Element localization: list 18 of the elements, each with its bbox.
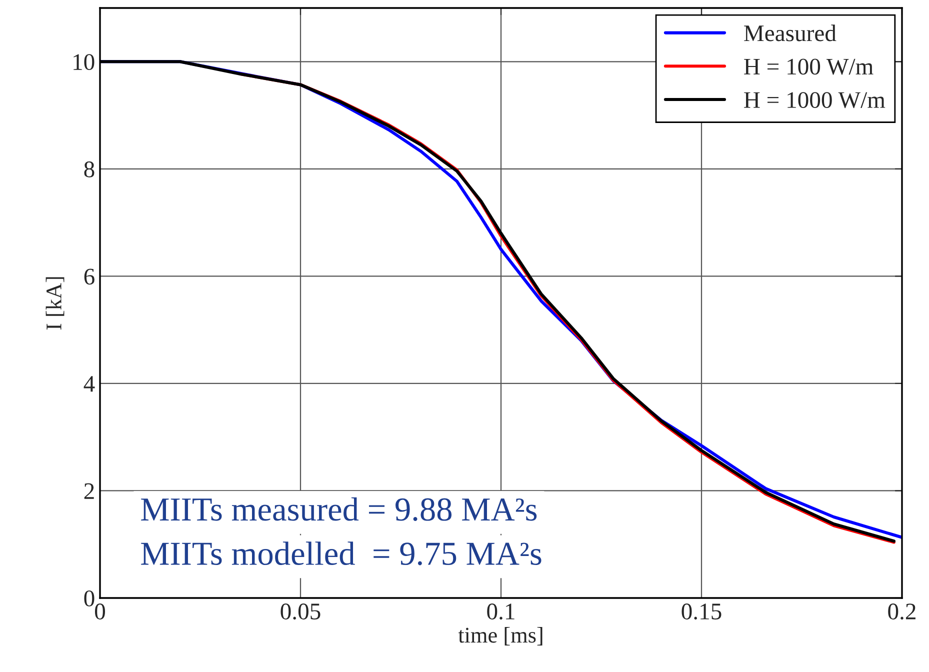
y-axis-title: I [kA] xyxy=(46,277,64,330)
legend-label: H = 100 W/m xyxy=(744,58,874,75)
x-tick-label: 0.1 xyxy=(487,604,514,620)
y-tick-label: 6 xyxy=(84,268,94,285)
legend-label: H = 1000 W/m xyxy=(744,92,886,108)
y-tick-label: 2 xyxy=(84,483,94,499)
y-tick-label: 0 xyxy=(84,590,94,606)
y-tick-label: 8 xyxy=(84,161,94,178)
x-tick-label: 0.05 xyxy=(280,604,320,620)
x-tick-label: 0.15 xyxy=(682,604,722,620)
legend-label: Measured xyxy=(744,24,836,42)
annotation: MIITs modelled = 9.75 MA²s xyxy=(141,542,542,566)
x-tick-label: 0.2 xyxy=(888,604,916,620)
x-tick-label: 0 xyxy=(94,604,106,620)
x-axis-title: time [ms] xyxy=(458,627,542,646)
y-tick-label: 10 xyxy=(74,54,94,70)
y-tick-label: 4 xyxy=(84,376,95,392)
annotation: MIITs measured = 9.88 MA²s xyxy=(141,497,537,521)
